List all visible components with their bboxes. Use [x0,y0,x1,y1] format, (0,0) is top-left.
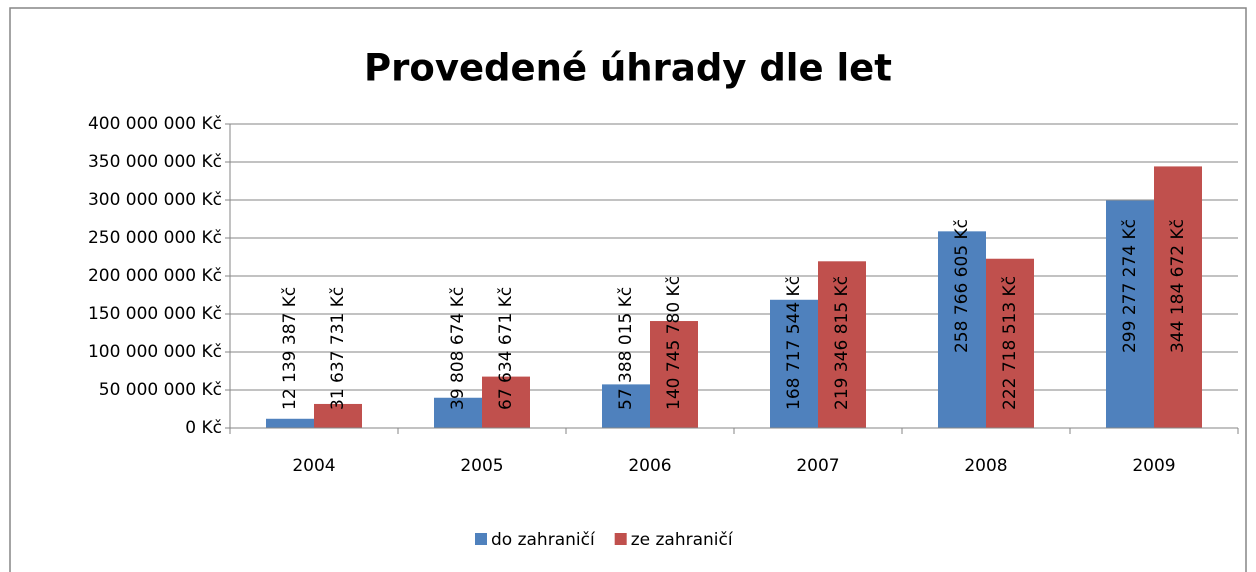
legend-label: do zahraničí [491,530,596,550]
bar [482,376,530,428]
value-label: 219 346 815 Kč [832,276,852,410]
bar [602,384,650,428]
value-label: 57 388 015 Kč [616,287,636,410]
chart-frame [9,7,1247,572]
y-tick-label: 250 000 000 Kč [88,228,222,248]
legend-label: ze zahraničí [631,530,734,550]
x-tick-label: 2004 [292,456,335,476]
y-tick-label: 150 000 000 Kč [88,304,222,324]
y-tick-label: 400 000 000 Kč [88,114,222,134]
bar [1106,200,1154,428]
bar [818,261,866,428]
y-tick-label: 200 000 000 Kč [88,266,222,286]
bar [266,418,314,428]
bar [986,258,1034,428]
bar [314,403,362,428]
value-label: 258 766 605 Kč [952,219,972,353]
x-tick-label: 2006 [628,456,671,476]
bar [650,321,698,428]
y-tick-label: 350 000 000 Kč [88,152,222,172]
x-tick-label: 2007 [796,456,839,476]
value-label: 31 637 731 Kč [328,287,348,410]
x-tick-label: 2005 [460,456,503,476]
value-label: 168 717 544 Kč [784,276,804,410]
y-tick-label: 0 Kč [185,418,222,438]
value-label: 140 745 780 Kč [664,276,684,410]
value-label: 222 718 513 Kč [1000,276,1020,410]
legend-swatch [475,533,487,545]
x-tick-label: 2008 [964,456,1007,476]
bar [770,299,818,428]
y-tick-label: 100 000 000 Kč [88,342,222,362]
value-label: 299 277 274 Kč [1120,219,1140,353]
legend-swatch [614,533,627,545]
chart-title: Provedené úhrady dle let [364,47,892,90]
y-tick-label: 300 000 000 Kč [88,190,222,210]
bar [1154,166,1202,428]
bar [434,397,482,428]
value-label: 12 139 387 Kč [280,287,300,410]
value-label: 344 184 672 Kč [1168,219,1188,353]
bar [938,231,986,428]
value-label: 39 808 674 Kč [448,287,468,410]
value-label: 67 634 671 Kč [496,287,516,410]
x-tick-label: 2009 [1132,456,1175,476]
y-tick-label: 50 000 000 Kč [99,380,222,400]
